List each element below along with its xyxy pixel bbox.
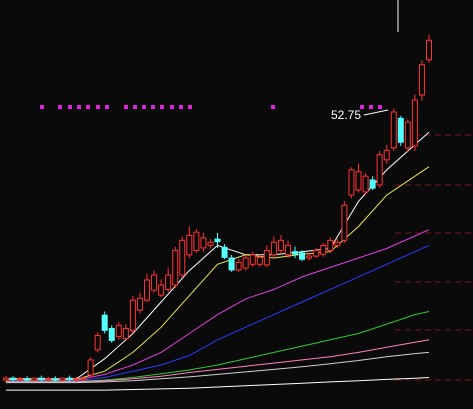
candle-body (242, 257, 249, 269)
candle-body (186, 234, 193, 256)
candle-body (158, 284, 165, 296)
candle-body (228, 257, 235, 271)
candle-body (3, 377, 9, 381)
candle-body (179, 239, 186, 276)
high-annotation: 52.75 (331, 108, 361, 122)
candle-body (292, 251, 299, 255)
candle-body (207, 241, 214, 246)
candle-body (313, 249, 320, 257)
candle-body (390, 111, 397, 149)
candle-body (426, 39, 432, 61)
candle-body (320, 244, 327, 255)
candle-body (341, 204, 348, 241)
moving-average-line (6, 244, 430, 382)
candle-body (200, 237, 207, 249)
candle-body (397, 117, 404, 143)
moving-average-line (6, 339, 430, 383)
candle-body (306, 255, 313, 259)
candle-body (101, 314, 108, 331)
candle-body (235, 261, 242, 271)
candle-body (355, 171, 362, 191)
candle-body (299, 252, 306, 260)
candle-body (193, 231, 200, 251)
candle-body (136, 297, 143, 311)
candle-body (172, 249, 179, 286)
candle-body (256, 256, 263, 265)
moving-average-line (6, 166, 430, 380)
candle-body (31, 377, 38, 381)
candle-body (45, 378, 52, 381)
candle-body (362, 175, 369, 193)
candle-body (115, 324, 122, 338)
candle-body (165, 274, 172, 290)
candle-body (122, 327, 129, 340)
candle-body (52, 378, 59, 381)
candle-body (80, 377, 87, 380)
candle-body (221, 246, 228, 258)
annotation-arrow (363, 109, 389, 116)
candle-body (144, 279, 150, 301)
moving-average-line (6, 311, 430, 382)
candle-body (87, 359, 94, 376)
candle-body (376, 154, 383, 186)
candle-body (263, 249, 270, 266)
candle-body (383, 149, 390, 161)
moving-average-line (6, 377, 430, 391)
candle-body (404, 121, 411, 149)
candle-body (108, 327, 115, 341)
candle-body (214, 238, 221, 243)
candle-body (17, 378, 24, 381)
candle-body (270, 241, 277, 256)
candle-body (411, 99, 418, 147)
candle-body (73, 378, 80, 381)
candle-body (66, 377, 73, 380)
moving-average-line (6, 351, 430, 384)
candle-body (38, 377, 45, 380)
background-guides (395, 134, 473, 381)
candle-body (94, 334, 101, 351)
signal-dots (40, 105, 382, 109)
candle-body (327, 239, 334, 251)
candle-body (277, 239, 284, 251)
candle-body (24, 378, 31, 381)
candle-body (249, 254, 256, 265)
candle-body (348, 169, 355, 196)
candle-body (369, 179, 376, 189)
candle-body (129, 299, 136, 331)
moving-average-line (6, 229, 430, 381)
candle-body (10, 377, 17, 380)
candle-body (334, 241, 341, 246)
candle-body (418, 64, 425, 96)
candle-body (151, 274, 158, 291)
candle-body (59, 377, 66, 381)
candle-body (285, 244, 291, 256)
